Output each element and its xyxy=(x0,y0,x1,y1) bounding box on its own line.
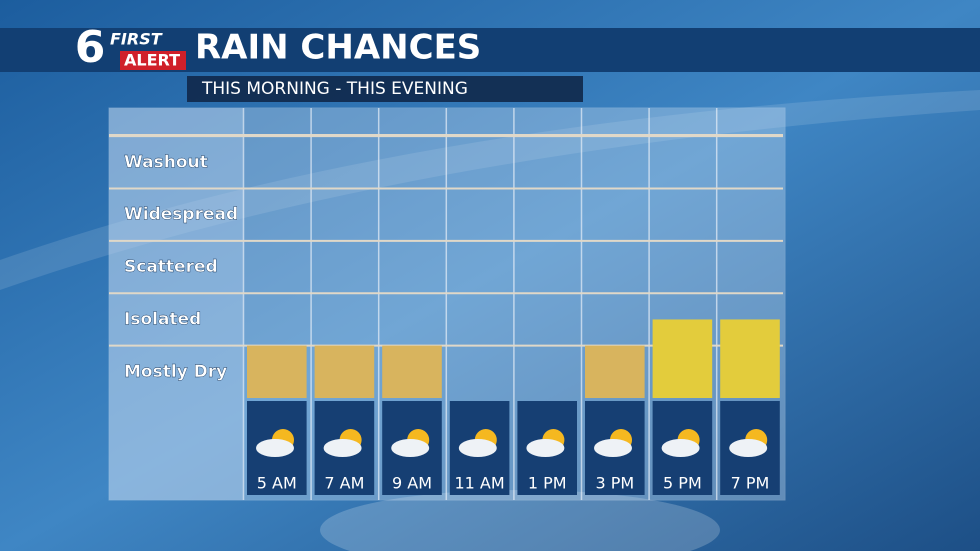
x-tick-label: 7 AM xyxy=(324,474,364,493)
y-tick-label: Washout xyxy=(124,152,208,172)
x-tick-label: 3 PM xyxy=(595,474,634,493)
x-tick-label: 1 PM xyxy=(528,474,567,493)
cloud-bg xyxy=(320,490,720,555)
bar xyxy=(314,345,375,398)
x-tick-label: 7 PM xyxy=(731,474,770,493)
y-tick-label: Isolated xyxy=(124,309,201,329)
y-tick-label: Mostly Dry xyxy=(124,362,227,382)
x-tick-label: 9 AM xyxy=(392,474,432,493)
swoosh xyxy=(0,90,980,290)
logo-bottom: ALERT xyxy=(124,51,180,70)
bar xyxy=(382,345,442,398)
x-tick-label: 5 PM xyxy=(663,474,702,493)
weather-icon xyxy=(323,439,362,457)
bar xyxy=(247,345,307,398)
chart-subtitle: THIS MORNING - THIS EVENING xyxy=(201,79,468,99)
weather-icon xyxy=(526,439,565,457)
weather-icon xyxy=(594,439,632,457)
weather-icon xyxy=(661,439,700,457)
chart-title: RAIN CHANCES xyxy=(195,28,481,68)
label-column xyxy=(109,108,243,500)
bar xyxy=(720,319,780,398)
bar xyxy=(652,319,713,398)
logo-number: 6 xyxy=(75,22,106,73)
y-tick-label: Widespread xyxy=(124,205,238,225)
weather-icon xyxy=(458,439,497,457)
subtitle-box xyxy=(187,76,583,102)
x-tick-label: 11 AM xyxy=(454,474,504,493)
weather-icon xyxy=(391,439,430,457)
weather-icon xyxy=(729,439,768,457)
weather-icon xyxy=(256,439,294,457)
logo-box xyxy=(120,51,186,70)
y-tick-label: Scattered xyxy=(124,257,218,277)
x-tick-label: 5 AM xyxy=(257,474,297,493)
logo-top: FIRST xyxy=(110,30,163,49)
bar xyxy=(585,345,645,398)
